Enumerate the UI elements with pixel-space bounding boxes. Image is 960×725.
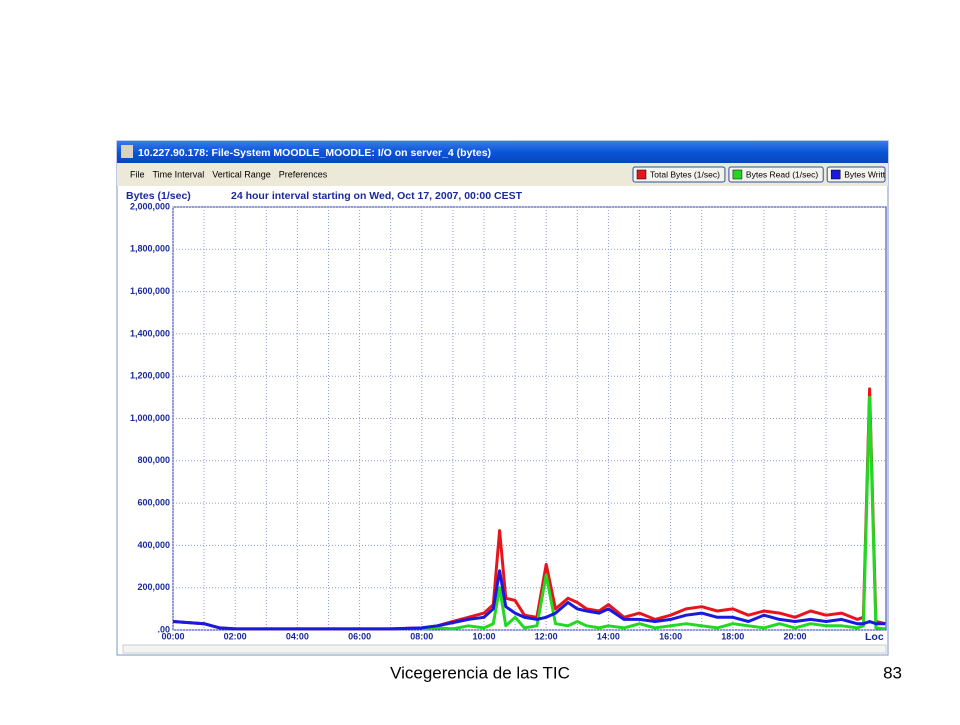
chart-subtitle: 24 hour interval starting on Wed, Oct 17…: [231, 190, 523, 202]
menu-item: Time Interval: [153, 169, 205, 179]
x-tick-label: 00:00: [161, 631, 184, 641]
y-tick-label: 1,600,000: [130, 286, 170, 296]
y-tick-label: 600,000: [137, 497, 170, 507]
legend-label: Total Bytes (1/sec): [650, 169, 720, 179]
x-tick-label: 02:00: [224, 631, 247, 641]
x-tick-label: 12:00: [535, 631, 558, 641]
x-tick-label: 04:00: [286, 631, 309, 641]
legend-label: Bytes Read (1/sec): [746, 169, 818, 179]
y-tick-label: 2,000,000: [130, 201, 170, 211]
series-line: [172, 569, 886, 631]
y-tick-label: 400,000: [137, 540, 170, 550]
x-tick-label: 20:00: [783, 631, 806, 641]
page-number: 83: [883, 663, 902, 682]
legend-label: Bytes Writt: [844, 169, 886, 179]
legend-button: [632, 166, 726, 183]
y-tick-label: 800,000: [137, 455, 170, 465]
x-tick-label: 08:00: [410, 631, 433, 641]
legend-swatch: [636, 169, 647, 180]
y-tick-label: 1,200,000: [130, 371, 170, 381]
status-text: Loc: [865, 631, 884, 643]
y-axis-label: Bytes (1/sec): [126, 190, 191, 202]
legend-item: Bytes Read (1/sec): [728, 166, 824, 183]
legend-button: [728, 166, 824, 183]
x-tick-label: 16:00: [659, 631, 682, 641]
window-icon: [121, 145, 133, 158]
menu-item: File: [130, 169, 145, 179]
x-tick-label: 18:00: [721, 631, 744, 641]
y-tick-label: 1,400,000: [130, 328, 170, 338]
menu-item: Preferences: [279, 169, 328, 179]
legend-button: [826, 166, 886, 183]
x-tick-label: 06:00: [348, 631, 371, 641]
window-title: 10.227.90.178: File-System MOODLE_MOODLE…: [138, 147, 491, 159]
status-bar: [122, 644, 887, 654]
legend-item: Bytes Writt: [826, 166, 886, 183]
legend-swatch: [732, 169, 743, 180]
x-tick-label: 10:00: [472, 631, 495, 641]
legend-item: Total Bytes (1/sec): [632, 166, 726, 183]
menu-item: Vertical Range: [212, 169, 271, 179]
title-bar: [117, 141, 888, 163]
y-tick-label: 200,000: [137, 582, 170, 592]
y-tick-label: 1,000,000: [130, 413, 170, 423]
legend-swatch: [830, 169, 841, 180]
y-tick-label: 1,800,000: [130, 244, 170, 254]
series-line: [421, 395, 886, 631]
y-tick-label: .00: [157, 624, 170, 634]
x-tick-label: 14:00: [597, 631, 620, 641]
footer-text: Vicegerencia de las TIC: [390, 663, 570, 682]
